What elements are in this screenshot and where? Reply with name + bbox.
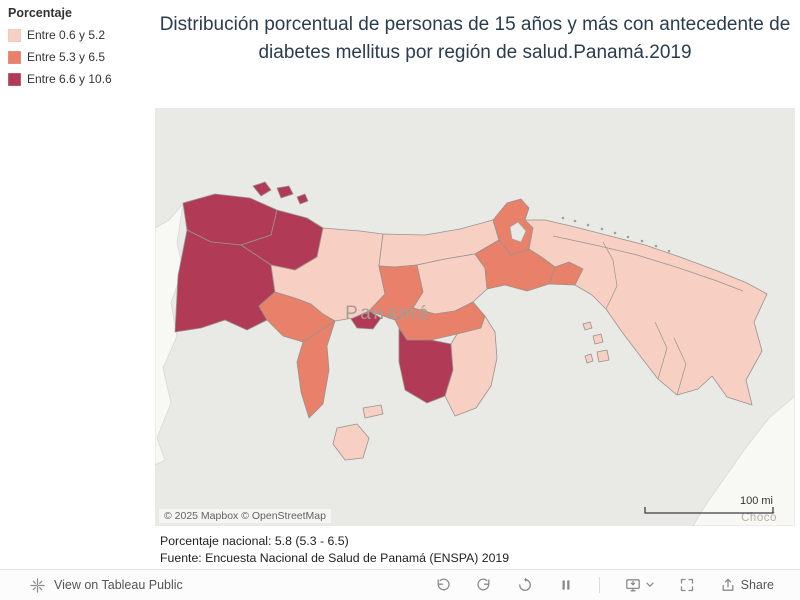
color-legend: Porcentaje Entre 0.6 y 5.2 Entre 5.3 y 6… bbox=[8, 6, 158, 94]
view-on-tableau-link[interactable]: View on Tableau Public bbox=[30, 577, 183, 593]
region-darien-este[interactable] bbox=[524, 219, 768, 406]
legend-swatch-mid bbox=[8, 50, 21, 64]
tableau-viz-icon bbox=[30, 577, 45, 593]
scale-bar: 100 mi bbox=[644, 495, 774, 514]
download-button[interactable] bbox=[625, 577, 654, 593]
neighbor-land-colombia bbox=[692, 395, 795, 526]
fullscreen-icon[interactable] bbox=[679, 577, 695, 593]
tableau-toolbar: View on Tableau Public bbox=[0, 569, 800, 600]
legend-item-low[interactable]: Entre 0.6 y 5.2 bbox=[8, 28, 158, 42]
island-cebaco[interactable] bbox=[362, 404, 384, 419]
share-icon bbox=[722, 578, 734, 591]
island-bocas-3[interactable] bbox=[296, 193, 309, 205]
island-coiba[interactable] bbox=[332, 423, 370, 461]
legend-label-low: Entre 0.6 y 5.2 bbox=[27, 28, 106, 42]
share-button[interactable]: Share bbox=[720, 577, 774, 593]
legend-title: Porcentaje bbox=[8, 6, 72, 20]
legend-item-mid[interactable]: Entre 5.3 y 6.5 bbox=[8, 50, 158, 64]
legend-item-high[interactable]: Entre 6.6 y 10.6 bbox=[8, 72, 158, 86]
neighbor-label-choco: Chocó bbox=[741, 512, 777, 524]
redo-icon[interactable] bbox=[476, 577, 492, 593]
chevron-down-icon bbox=[645, 582, 654, 587]
share-label: Share bbox=[740, 578, 774, 592]
undo-icon[interactable] bbox=[435, 577, 451, 593]
footer-notes: Porcentaje nacional: 5.8 (5.3 - 6.5) Fue… bbox=[160, 533, 509, 567]
legend-label-high: Entre 6.6 y 10.6 bbox=[27, 72, 112, 86]
replay-icon[interactable] bbox=[517, 577, 533, 593]
legend-swatch-high bbox=[8, 72, 21, 86]
viz-title: Distribución porcentual de personas de 1… bbox=[159, 14, 791, 63]
region-los-santos[interactable] bbox=[444, 315, 498, 417]
gatun-lake bbox=[509, 221, 527, 243]
map-attribution[interactable]: © 2025 Mapbox © OpenStreetMap bbox=[159, 509, 331, 523]
pause-icon[interactable] bbox=[558, 577, 574, 593]
district-borders bbox=[552, 235, 744, 396]
island-bocas-2[interactable] bbox=[276, 185, 294, 199]
country-label: Panamá bbox=[345, 303, 431, 324]
national-percentage-note: Porcentaje nacional: 5.8 (5.3 - 6.5) bbox=[160, 534, 349, 548]
pearl-islands[interactable] bbox=[582, 321, 610, 364]
legend-label-mid: Entre 5.3 y 6.5 bbox=[27, 50, 106, 64]
toolbar-divider bbox=[598, 577, 600, 593]
legend-swatch-low bbox=[8, 28, 21, 42]
source-note: Fuente: Encuesta Nacional de Salud de Pa… bbox=[160, 551, 510, 565]
region-sona-peninsula[interactable] bbox=[296, 320, 336, 419]
region-veraguas-sur[interactable] bbox=[350, 310, 382, 330]
scale-label: 100 mi bbox=[740, 495, 773, 507]
view-on-tableau-label: View on Tableau Public bbox=[54, 578, 183, 592]
island-bocas-1[interactable] bbox=[252, 181, 272, 197]
san-blas-islands bbox=[561, 216, 671, 253]
map-viz[interactable]: Panamá Chocó 100 mi © 2025 Mapbox © Open… bbox=[155, 108, 795, 526]
download-icon bbox=[625, 579, 640, 592]
